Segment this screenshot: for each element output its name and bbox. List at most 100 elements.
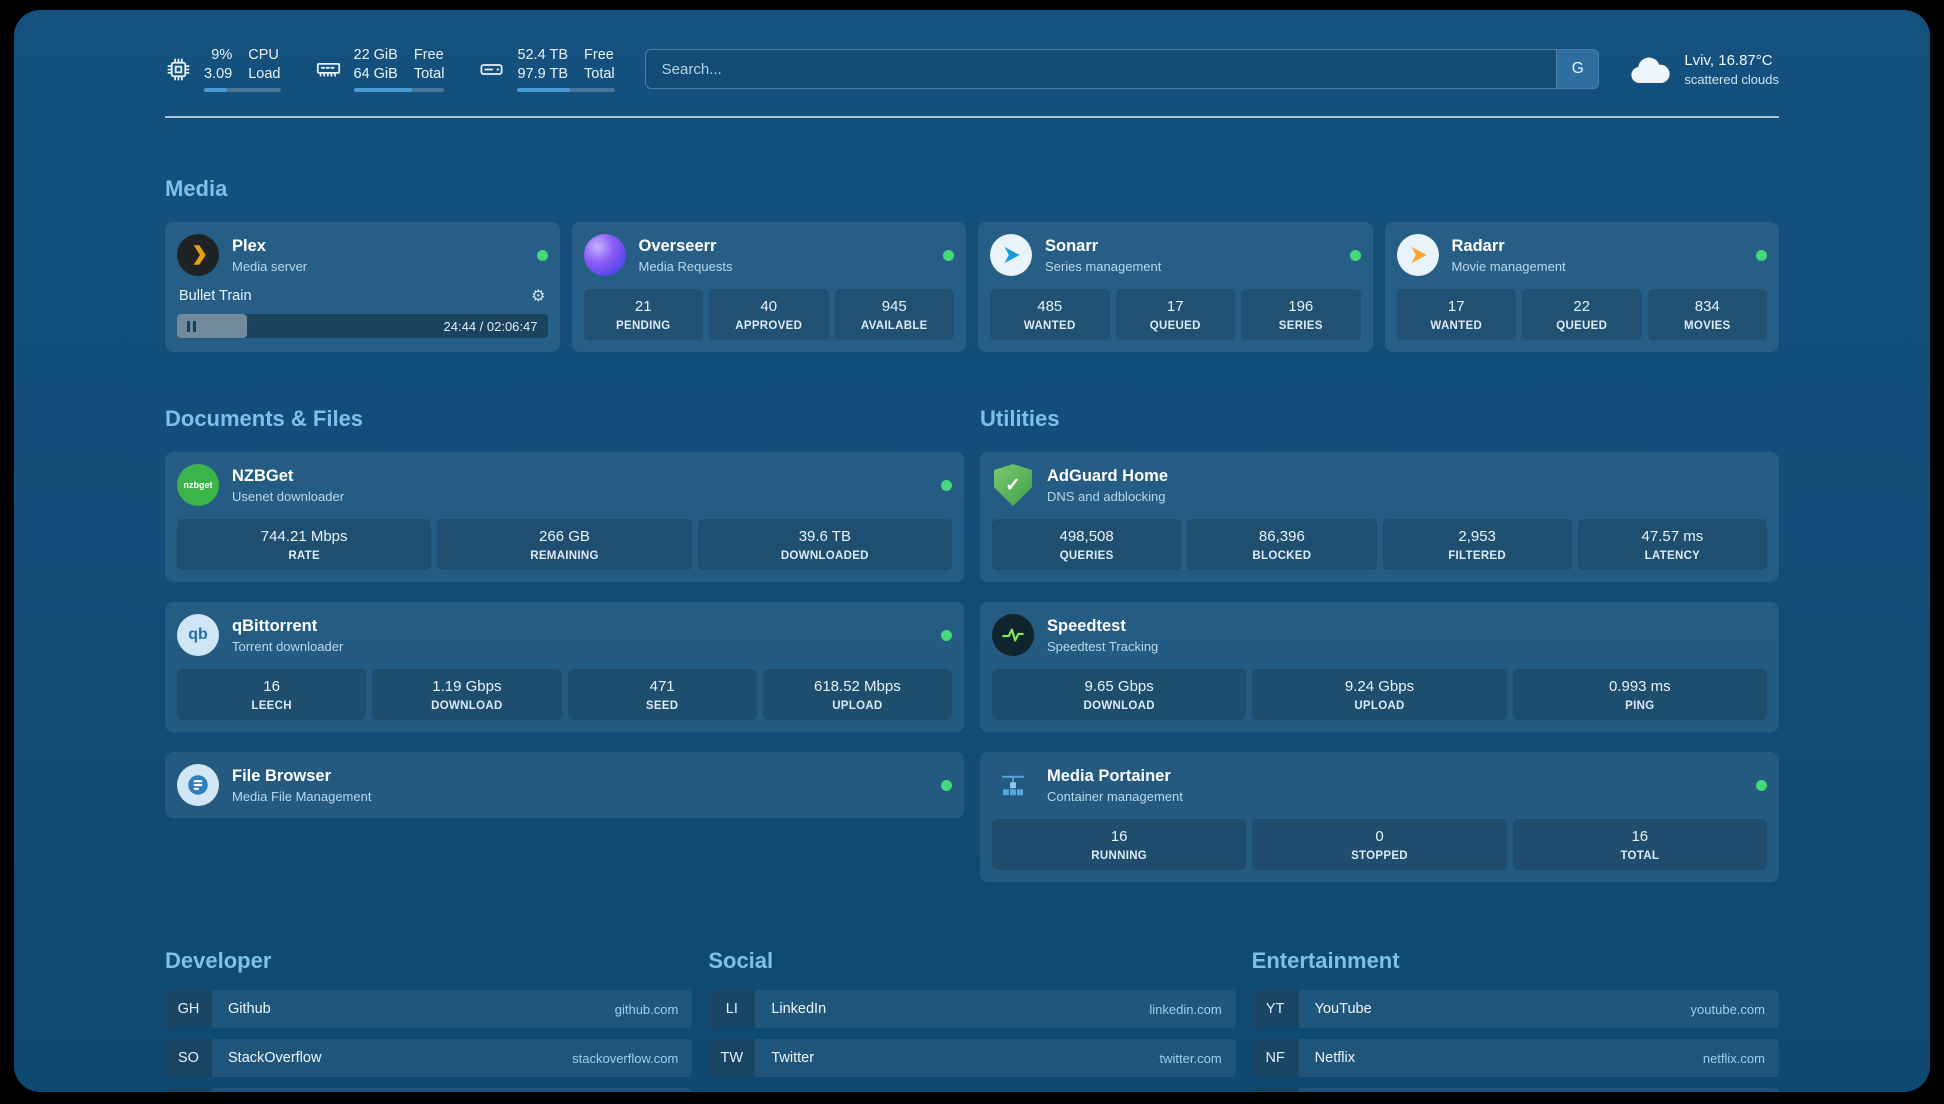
bookmark-abbr: SO [165,1039,212,1078]
status-dot [941,629,952,641]
service-card-qbittorrent[interactable]: qb qBittorrent Torrent downloader 16 LEEC… [165,602,964,733]
memory-usage-bar [353,88,445,93]
bookmark-dev[interactable]: DT DEV dev.to [165,1088,693,1092]
service-name: Media Portainer [1047,766,1171,785]
section-title-entertainment: Entertainment [1251,948,1400,974]
stat-download: 9.65 Gbps DOWNLOAD [992,669,1247,721]
stat-approved: 40 APPROVED [709,289,829,341]
disk-widget: 52.4 TB 97.9 TB Free Total [478,46,615,93]
portainer-icon [992,764,1034,806]
pause-icon[interactable] [187,320,196,332]
bookmark-youtube[interactable]: YT YouTube youtube.com [1251,990,1779,1029]
service-card-filebrowser[interactable]: File Browser Media File Management [165,752,964,819]
top-bar: 9% 3.09 CPU Load [165,46,1779,93]
bookmark-name: DEV [212,1088,274,1092]
service-subtitle: DNS and adblocking [1047,488,1166,504]
bookmark-abbr: NF [1251,1039,1299,1078]
cpu-load: 3.09 [204,65,233,82]
bookmark-twitter[interactable]: TW Twitter twitter.com [708,1039,1236,1078]
disk-free: 52.4 TB [517,47,569,63]
bookmark-stackoverflow[interactable]: SO StackOverflow stackoverflow.com [165,1039,693,1078]
stat-upload: 9.24 Gbps UPLOAD [1252,669,1507,721]
bookmark-abbr: YT [1251,990,1299,1029]
bookmark-github[interactable]: GH Github github.com [165,990,693,1029]
stat-download: 1.19 Gbps DOWNLOAD [372,669,562,721]
bookmark-abbr: GH [165,990,212,1029]
overseerr-icon [583,234,626,277]
memory-icon [316,62,340,77]
stat-wanted: 17 WANTED [1396,289,1516,341]
adguard-icon: ✓ [992,464,1034,507]
search-input[interactable] [645,50,1557,89]
status-dot [941,479,952,491]
disk-total: 97.9 TB [517,65,569,82]
bookmark-reddit[interactable]: RE Reddit reddit.com [1251,1088,1779,1092]
nzbget-icon: nzbget [177,464,219,507]
gear-icon[interactable]: ⚙ [531,288,546,306]
stat-available: 945 AVAILABLE [834,289,954,341]
filebrowser-icon [177,764,219,807]
section-title-social: Social [708,948,774,974]
service-card-sonarr[interactable]: Sonarr Series management 485 WANTED 17 QUE… [978,222,1373,353]
bookmark-domain: stackoverflow.com [572,1050,679,1066]
service-card-speedtest[interactable]: Speedtest Speedtest Tracking 9.65 Gbps DO… [980,602,1779,733]
bookmark-domain: github.com [614,1001,679,1017]
cpu-icon [167,58,190,81]
service-card-nzbget[interactable]: nzbget NZBGet Usenet downloader 744.21 M… [165,452,964,583]
memory-label-1: Free [413,47,444,63]
service-name: NZBGet [232,466,294,485]
cloud-icon [1631,57,1670,84]
service-card-adguard[interactable]: ✓ AdGuard Home DNS and adblocking 498,50… [980,452,1779,583]
service-name: Sonarr [1045,236,1099,255]
section-title-utilities: Utilities [980,406,1060,432]
cpu-widget: 9% 3.09 CPU Load [165,46,281,93]
service-subtitle: Series management [1045,258,1162,274]
stat-ping: 0.993 ms PING [1512,669,1767,721]
section-title-documents: Documents & Files [165,406,364,432]
service-name: Plex [232,236,266,255]
service-card-portainer[interactable]: Media Portainer Container management 16 R… [980,752,1779,883]
topbar-divider [165,116,1779,119]
service-card-plex[interactable]: Plex Media server Bullet Train ⚙ 24:44 /… [165,222,560,353]
sonarr-icon [990,234,1032,277]
stat-total: 16 TOTAL [1512,819,1767,871]
bookmark-domain: dev.to [630,1088,692,1092]
weather-widget: Lviv, 16.87°C scattered clouds [1629,52,1779,87]
service-card-overseerr[interactable]: Overseerr Media Requests 21 PENDING 40 APP… [571,222,966,353]
stat-queued: 22 QUEUED [1522,289,1642,341]
bookmark-group-developer: Developer GH Github github.com SO StackO… [165,948,693,1092]
stat-movies: 834 MOVIES [1647,289,1767,341]
service-name: qBittorrent [232,616,318,635]
service-subtitle: Movie management [1451,258,1566,274]
cpu-usage-bar [204,88,281,93]
media-grid: Plex Media server Bullet Train ⚙ 24:44 /… [165,222,1779,353]
stat-leech: 16 LEECH [177,669,367,721]
stat-pending: 21 PENDING [583,289,703,341]
service-name: File Browser [232,766,332,785]
stat-running: 16 RUNNING [992,819,1247,871]
service-subtitle: Torrent downloader [232,638,344,654]
disk-label-1: Free [584,47,614,63]
service-card-radarr[interactable]: Radarr Movie management 17 WANTED 22 QUEUE… [1384,222,1779,353]
search-bar: G [644,49,1600,90]
cpu-percent: 9% [211,47,233,63]
bookmark-name: Github [228,1001,271,1018]
search-provider-button[interactable]: G [1556,50,1599,89]
disk-usage-bar [517,88,615,93]
stat-rate: 744.21 Mbps RATE [177,519,432,571]
bookmark-abbr: DT [165,1088,212,1092]
playback-progress-bar[interactable]: 24:44 / 02:06:47 [177,314,548,339]
service-subtitle: Speedtest Tracking [1047,638,1159,654]
bookmark-linkedin[interactable]: LI LinkedIn linkedin.com [708,990,1236,1029]
bookmark-abbr: TW [708,1039,756,1078]
section-title-developer: Developer [165,948,272,974]
service-name: Radarr [1451,236,1505,255]
disk-label-2: Total [584,65,615,82]
service-subtitle: Media server [232,258,308,274]
bookmarks: Developer GH Github github.com SO StackO… [165,948,1779,1092]
status-dot [943,249,954,261]
bookmark-netflix[interactable]: NF Netflix netflix.com [1251,1039,1779,1078]
stat-stopped: 0 STOPPED [1252,819,1507,871]
bookmark-name: StackOverflow [228,1050,322,1067]
status-dot [1756,249,1767,261]
